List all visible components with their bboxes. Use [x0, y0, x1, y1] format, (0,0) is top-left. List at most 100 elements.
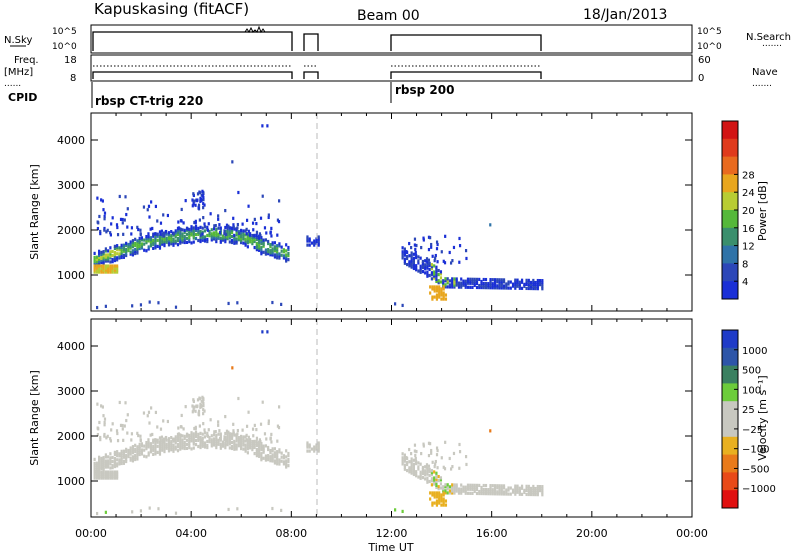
cpid-strip: CPID rbsp CT-trig 220 rbsp 200 — [8, 82, 454, 108]
velocity-cell — [100, 456, 103, 460]
velocity-cell — [214, 430, 217, 434]
power-cell — [107, 259, 110, 263]
power-cell — [419, 270, 422, 274]
power-cell — [138, 236, 141, 240]
power-cell — [511, 284, 515, 288]
power-cell — [176, 232, 180, 237]
power-cell — [176, 228, 180, 233]
velocity-cell — [126, 431, 129, 435]
velocity-cell — [104, 465, 107, 469]
velocity-cell — [208, 440, 211, 444]
power-cell — [127, 246, 130, 251]
power-cell — [197, 238, 200, 243]
velocity-cell — [228, 432, 231, 436]
power-cell — [433, 259, 436, 263]
power-cell — [111, 270, 114, 274]
power-cell — [181, 228, 184, 232]
velocity-cell — [100, 476, 103, 480]
power-cell — [124, 195, 127, 199]
power-cell — [167, 243, 171, 247]
power-cell — [278, 199, 281, 203]
power-cell — [435, 285, 439, 289]
power-cell — [430, 277, 434, 281]
power-cell — [192, 192, 195, 196]
velocity-cell — [111, 472, 114, 476]
power-scatter — [93, 124, 544, 310]
power-cell — [215, 235, 218, 240]
velocity-cell — [185, 438, 189, 442]
power-cell — [125, 249, 128, 254]
power-cell — [232, 223, 235, 227]
power-cell — [489, 282, 492, 286]
velocity-cell — [538, 489, 542, 493]
power-cell — [403, 249, 406, 253]
power-cell — [228, 240, 231, 244]
power-cell — [408, 254, 411, 258]
power-cell — [147, 204, 151, 208]
velocity-cell — [199, 405, 202, 409]
velocity-cell — [206, 445, 209, 450]
velocity-cell — [420, 451, 423, 456]
velocity-cell — [249, 444, 252, 448]
velocity-cell — [162, 437, 165, 441]
velocity-cell — [439, 478, 443, 482]
velocity-cell — [429, 442, 432, 446]
power-cell — [215, 239, 218, 244]
power-cell — [172, 243, 175, 247]
power-cell — [255, 248, 258, 252]
power-cell — [167, 241, 171, 245]
power-cell — [412, 256, 415, 260]
velocity-cell — [505, 488, 508, 492]
power-cell — [317, 239, 320, 243]
power-cell — [226, 233, 229, 237]
power-cell — [516, 284, 519, 288]
velocity-cell — [518, 488, 521, 492]
colorbar-tick-label: 100 — [742, 385, 761, 396]
velocity-cell — [439, 476, 443, 480]
power-cell — [541, 285, 544, 289]
velocity-cell — [208, 436, 211, 440]
power-cell — [210, 232, 213, 236]
power-cell — [496, 284, 499, 288]
power-cell — [235, 237, 238, 241]
velocity-cell — [444, 483, 447, 487]
velocity-cell — [262, 456, 265, 460]
power-cell — [433, 295, 436, 299]
power-cell — [425, 257, 429, 261]
velocity-cell — [172, 445, 175, 449]
power-cell — [408, 264, 411, 268]
velocity-cell — [165, 438, 168, 442]
colorbar-tick-label: 24 — [742, 188, 755, 199]
power-cell — [427, 258, 431, 262]
velocity-cell — [529, 492, 533, 497]
power-cell — [285, 257, 288, 261]
velocity-cell — [158, 446, 162, 450]
colorbar-cell — [722, 472, 738, 491]
power-cell — [253, 245, 256, 250]
power-cell — [415, 268, 418, 272]
power-cell — [410, 253, 413, 257]
power-cell — [163, 243, 166, 248]
velocity-cell — [436, 448, 439, 453]
power-cell — [197, 203, 201, 207]
velocity-cell — [183, 446, 186, 451]
velocity-cell — [140, 452, 144, 456]
velocity-cell — [129, 446, 132, 450]
power-cell — [403, 247, 406, 251]
velocity-cell — [163, 445, 166, 450]
velocity-cell — [125, 418, 128, 423]
velocity-cell — [98, 463, 101, 467]
power-cell — [430, 242, 433, 247]
velocity-cell — [255, 450, 258, 454]
power-cell — [434, 253, 437, 258]
velocity-cell — [180, 413, 183, 418]
power-cell — [236, 301, 239, 305]
velocity-cell — [451, 491, 454, 495]
velocity-cell — [315, 445, 318, 449]
velocity-cell — [462, 489, 465, 493]
power-cell — [158, 236, 162, 240]
power-cell — [125, 251, 128, 256]
power-cell — [444, 293, 448, 297]
velocity-cell — [152, 448, 155, 452]
